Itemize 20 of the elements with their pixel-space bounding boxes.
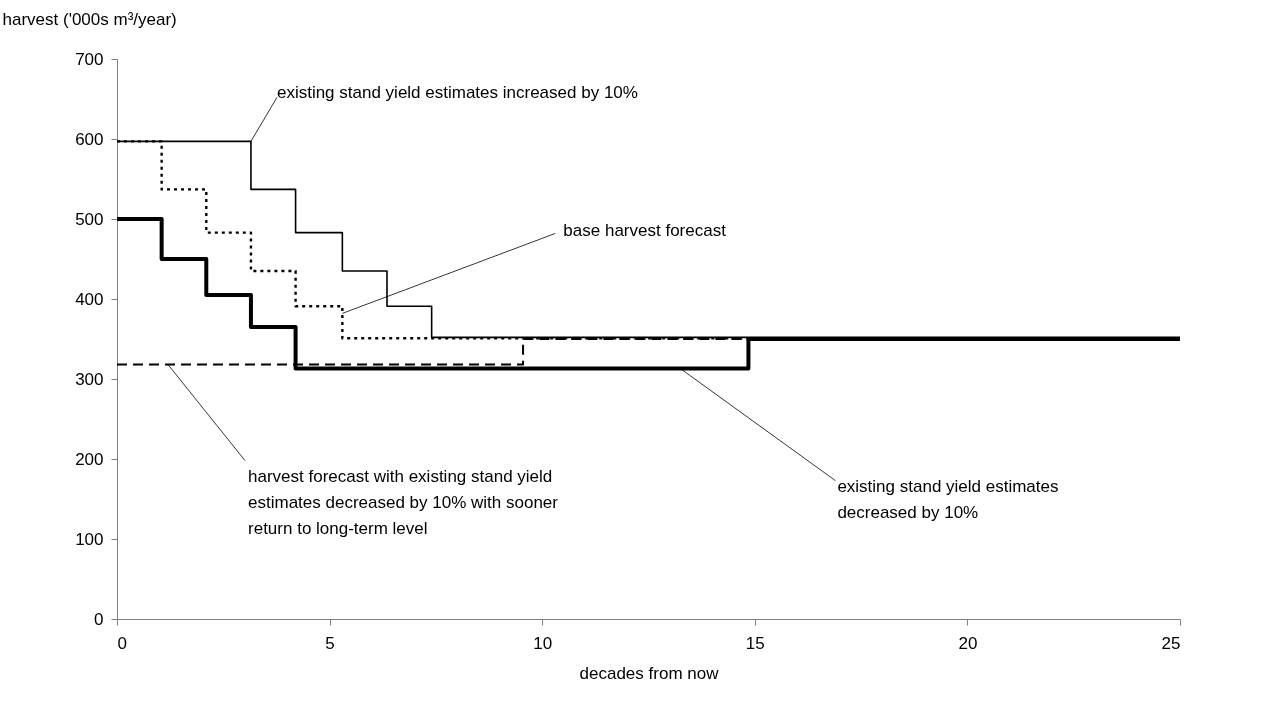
x-tick-label: 10	[533, 633, 553, 653]
y-tick-label: 100	[75, 529, 104, 549]
y-tick-label: 200	[75, 449, 104, 469]
annotation: existing stand yield estimates increased by 10%	[276, 83, 638, 103]
x-tick-label: 5	[325, 633, 335, 653]
y-axis-title: harvest ('000s m³/year)	[2, 9, 177, 29]
x-tick-label: 25	[1161, 633, 1181, 653]
x-axis-title: decades from now	[579, 663, 720, 683]
y-tick-label: 500	[75, 209, 104, 229]
annotation: existing stand yield estimates decreased by 10%	[837, 476, 1059, 522]
x-tick-label: 0	[117, 633, 127, 653]
y-tick-label: 600	[75, 129, 104, 149]
x-tick-label: 15	[745, 633, 765, 653]
annotation: harvest forecast with existing stand yield estimates decreased by 10% with sooner return to long-term level	[248, 466, 559, 538]
y-tick-label: 300	[75, 369, 104, 389]
y-tick-label: 400	[75, 289, 104, 309]
x-tick-label: 20	[958, 633, 978, 653]
annotation: base harvest forecast	[563, 221, 727, 241]
y-tick-label: 0	[94, 609, 104, 629]
y-tick-label: 700	[75, 49, 104, 69]
